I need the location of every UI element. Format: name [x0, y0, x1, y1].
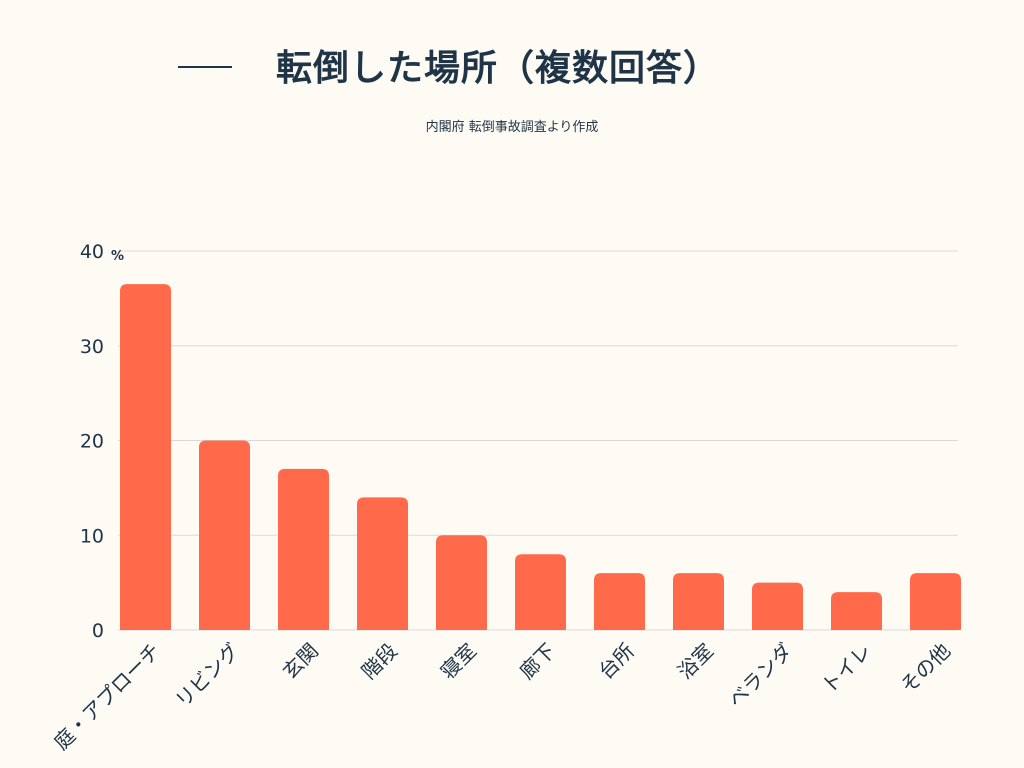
x-tick-label: 台所	[594, 639, 639, 684]
bar	[594, 573, 645, 630]
bar	[910, 573, 961, 630]
bar	[436, 535, 487, 630]
y-axis-ticks: 0 10 20 30 40%	[80, 241, 124, 642]
y-tick-label: 20	[80, 431, 104, 453]
y-tick-label: 0	[92, 620, 104, 642]
bar	[752, 582, 803, 630]
x-tick-label: 階段	[357, 639, 402, 684]
y-tick-label: 40	[80, 241, 104, 263]
bar	[673, 573, 724, 630]
y-tick-label: 10	[80, 525, 104, 547]
x-axis-labels: 庭・アプローチ リビング 玄関 階段 寝室 廊下 台所 浴室 ベランダ トイレ その他	[49, 639, 955, 755]
x-tick-label: ベランダ	[723, 639, 797, 713]
title-dash-decoration	[178, 66, 232, 68]
bar	[515, 554, 566, 630]
bar	[831, 592, 882, 630]
bar	[199, 440, 250, 630]
x-tick-label: 廊下	[515, 639, 560, 684]
x-tick-label: 玄関	[278, 639, 323, 684]
x-tick-label: 庭・アプローチ	[49, 639, 165, 755]
x-tick-label: リビング	[170, 639, 244, 713]
bar	[357, 497, 408, 630]
bar	[278, 468, 329, 630]
x-tick-label: その他	[896, 639, 955, 698]
bar	[120, 284, 171, 630]
y-unit-label: %	[111, 249, 124, 264]
title-row: 転倒した場所（複数回答）	[0, 44, 1024, 94]
bars	[120, 284, 961, 630]
x-tick-label: 寝室	[436, 639, 481, 684]
chart-source-note: 内閣府 転倒事故調査より作成	[425, 120, 599, 135]
x-tick-label: 浴室	[673, 639, 718, 684]
chart-title: 転倒した場所（複数回答）	[276, 48, 721, 89]
y-tick-label: 30	[80, 336, 104, 358]
x-tick-label: トイレ	[817, 639, 876, 698]
